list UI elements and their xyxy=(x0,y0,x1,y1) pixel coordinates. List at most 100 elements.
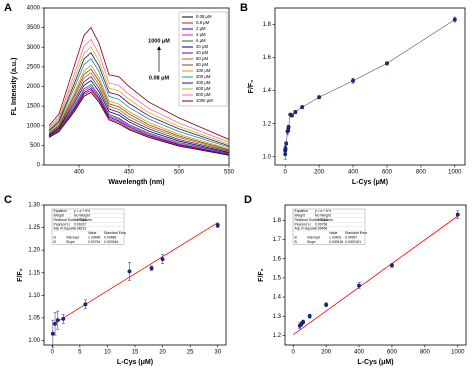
data-point xyxy=(286,128,291,133)
data-point xyxy=(286,125,291,129)
arrow-head xyxy=(157,46,161,50)
table-cell: Slope xyxy=(66,240,75,244)
table-cell: Adj. R-Square xyxy=(295,227,316,231)
x-tick-label: 550 xyxy=(224,170,235,176)
table-cell: 0.99197 xyxy=(74,222,86,226)
table-cell: 0.000346 xyxy=(104,240,118,244)
legend-label: 0.8 μM xyxy=(196,20,210,25)
data-point xyxy=(307,314,312,319)
spectrum-line xyxy=(48,64,229,149)
x-axis-title: Wavelength (nm) xyxy=(108,179,164,186)
data-point xyxy=(452,17,457,22)
x-tick-label: 500 xyxy=(174,170,185,176)
legend-label: 600 μM xyxy=(196,86,211,91)
x-tick-label: 400 xyxy=(354,350,365,356)
legend-label: 100 μM xyxy=(196,68,211,73)
table-cell: Slope xyxy=(307,240,316,244)
table-cell: Weight xyxy=(295,213,306,217)
spectrum-line xyxy=(48,46,229,145)
panel-letter: D xyxy=(244,194,252,206)
plot-frame xyxy=(284,204,467,346)
y-tick-label: 1.8 xyxy=(273,218,282,224)
x-tick-label: 200 xyxy=(321,350,332,356)
y-tick-label: 1.30 xyxy=(28,203,40,209)
spectrum-line xyxy=(48,87,229,155)
legend-label: 800 μM xyxy=(196,92,211,97)
spectrum-line xyxy=(48,91,229,156)
legend-label: 0.08 μM xyxy=(196,14,212,19)
data-point xyxy=(324,302,329,307)
table-cell: No Weight xyxy=(315,213,331,217)
x-axis-title: L-Cys (μM) xyxy=(117,359,153,366)
legend-label: 2 μM xyxy=(196,26,206,31)
y-tick-label: 1.0 xyxy=(263,154,272,160)
data-point xyxy=(283,146,288,151)
annotation: 1000 μM xyxy=(148,38,170,44)
panel-letter: B xyxy=(240,2,248,14)
x-tick-label: 450 xyxy=(124,170,135,176)
spectrum-line xyxy=(48,58,229,148)
x-tick-label: 400 xyxy=(74,170,85,176)
y-tick-label: 1.6 xyxy=(273,256,282,262)
data-point xyxy=(385,61,389,66)
table-cell: Value xyxy=(329,231,338,235)
data-point xyxy=(55,318,60,323)
table-cell: 1.03469 xyxy=(88,235,100,239)
data-point xyxy=(293,110,298,115)
table-cell: 0.00293 xyxy=(74,218,86,222)
legend-label: 400 μM xyxy=(196,80,211,85)
panel: D 0 200 400 600 800 1000 1.2 1.3 1.4 1.5 1.6 1.7 1.8 L… xyxy=(244,194,467,366)
legend-label: 40 μM xyxy=(196,50,208,55)
x-tick-label: 15 xyxy=(132,350,139,356)
x-tick-label: 10 xyxy=(104,350,111,356)
plot-frame xyxy=(274,7,466,166)
legend-label: 1000 μM xyxy=(196,98,213,103)
panel: C 0 5 10 15 20 25 30 1.00 1.05 1.10 1.15 1.20 1.25 1.3… xyxy=(4,194,227,366)
y-tick-label: 3000 xyxy=(27,45,41,51)
fit-line xyxy=(292,215,459,335)
y-tick-label: 1500 xyxy=(27,104,41,110)
x-tick-label: 400 xyxy=(348,170,359,176)
y-tick-label: 1.15 xyxy=(28,270,40,276)
table-cell: Intercept xyxy=(66,235,79,239)
table-cell: Value xyxy=(88,231,97,235)
table-cell: 0.99456 xyxy=(315,227,327,231)
y-axis-title: F/F₀ xyxy=(17,268,24,282)
y-tick-label: 1.6 xyxy=(263,55,272,61)
data-point xyxy=(455,212,460,217)
y-tick-label: 2500 xyxy=(27,64,41,70)
spectrum-line xyxy=(48,84,229,154)
y-tick-label: 1.7 xyxy=(273,237,282,243)
data-point xyxy=(50,331,55,336)
x-tick-label: 800 xyxy=(420,350,431,356)
y-tick-label: 1.5 xyxy=(273,275,282,281)
x-tick-label: 1000 xyxy=(451,350,465,356)
table-cell: 0.99796 xyxy=(315,222,327,226)
table-cell: B xyxy=(295,235,298,239)
spectrum-line xyxy=(48,85,229,155)
table-cell: B xyxy=(295,240,298,244)
y-tick-label: 2000 xyxy=(27,84,41,90)
y-tick-label: 1.20 xyxy=(28,248,40,254)
connect-line xyxy=(284,19,455,155)
y-tick-label: 1.05 xyxy=(28,315,40,321)
data-point xyxy=(61,316,66,321)
spectrum-line xyxy=(48,68,229,151)
data-point xyxy=(127,269,132,274)
data-point xyxy=(160,257,165,262)
table-cell: Pearson's r xyxy=(54,222,72,226)
table-cell: Pearson's r xyxy=(295,222,313,226)
spectrum-line xyxy=(48,72,229,151)
x-tick-label: 20 xyxy=(159,350,166,356)
spectrum-line xyxy=(48,76,229,152)
spectrum-line xyxy=(48,89,229,156)
table-cell: 0.98213 xyxy=(74,227,86,231)
x-tick-label: 0 xyxy=(51,350,55,356)
spectrum-line xyxy=(48,80,229,153)
data-point xyxy=(301,320,306,324)
table-cell: Equation xyxy=(54,209,67,213)
x-tick-label: 200 xyxy=(314,170,325,176)
table-cell: 0.00957 xyxy=(345,235,357,239)
panel-letter: C xyxy=(4,194,12,206)
table-cell: Adj. R-Square xyxy=(54,227,75,231)
